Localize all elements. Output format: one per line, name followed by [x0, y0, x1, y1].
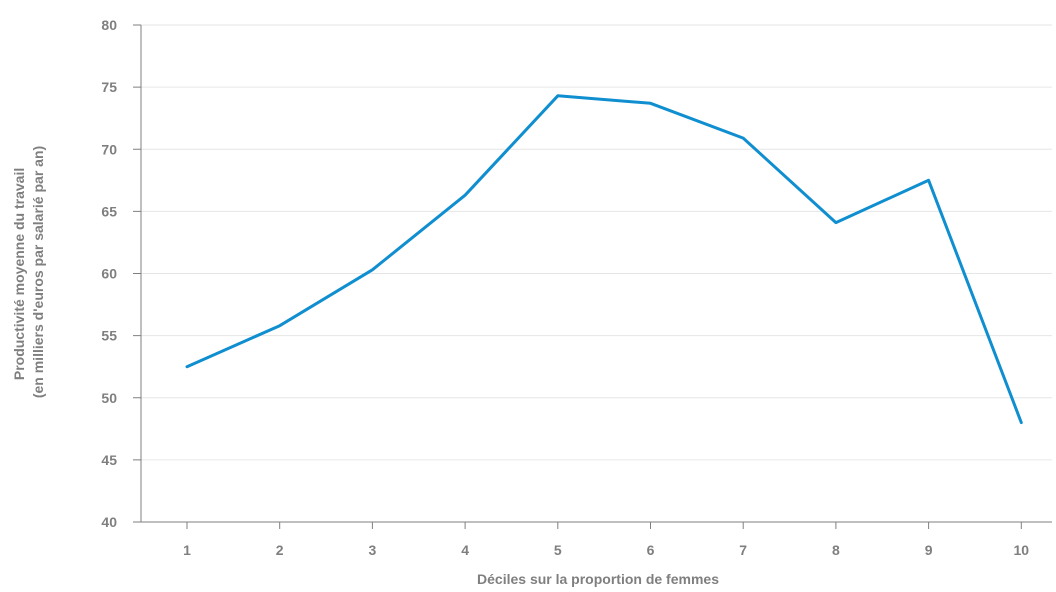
y-axis-ticks: 40 45 50 55 60 65 70 75 80 — [101, 17, 141, 530]
y-tick-label-40: 40 — [101, 514, 117, 530]
x-tick-label-7: 7 — [739, 542, 747, 558]
x-tick-label-3: 3 — [369, 542, 377, 558]
x-tick-label-1: 1 — [183, 542, 191, 558]
y-tick-label-75: 75 — [101, 79, 117, 95]
y-axis-title-line-2: (en milliers d'euros par salarié par an) — [30, 146, 46, 398]
x-tick-label-9: 9 — [925, 542, 933, 558]
x-tick-label-5: 5 — [554, 542, 562, 558]
x-axis-title: Déciles sur la proportion de femmes — [477, 571, 719, 587]
y-tick-label-65: 65 — [101, 203, 117, 219]
x-tick-label-2: 2 — [276, 542, 284, 558]
y-axis-title-line-1: Productivité moyenne du travail — [11, 168, 27, 380]
y-tick-label-70: 70 — [101, 141, 117, 157]
series-line-1 — [185, 94, 1023, 425]
y-tick-label-80: 80 — [101, 17, 117, 33]
x-tick-label-6: 6 — [647, 542, 655, 558]
y-tick-label-50: 50 — [101, 390, 117, 406]
y-tick-label-55: 55 — [101, 328, 117, 344]
y-axis-title: Productivité moyenne du travail (en mill… — [11, 146, 46, 398]
x-tick-label-10: 10 — [1014, 542, 1030, 558]
y-tick-label-60: 60 — [101, 266, 117, 282]
series-group — [185, 94, 1023, 425]
y-tick-label-45: 45 — [101, 452, 117, 468]
x-tick-label-8: 8 — [832, 542, 840, 558]
gridlines — [141, 24, 1052, 461]
x-axis-ticks: 1 2 3 4 5 6 7 8 9 10 — [183, 522, 1029, 558]
x-tick-label-4: 4 — [461, 542, 469, 558]
